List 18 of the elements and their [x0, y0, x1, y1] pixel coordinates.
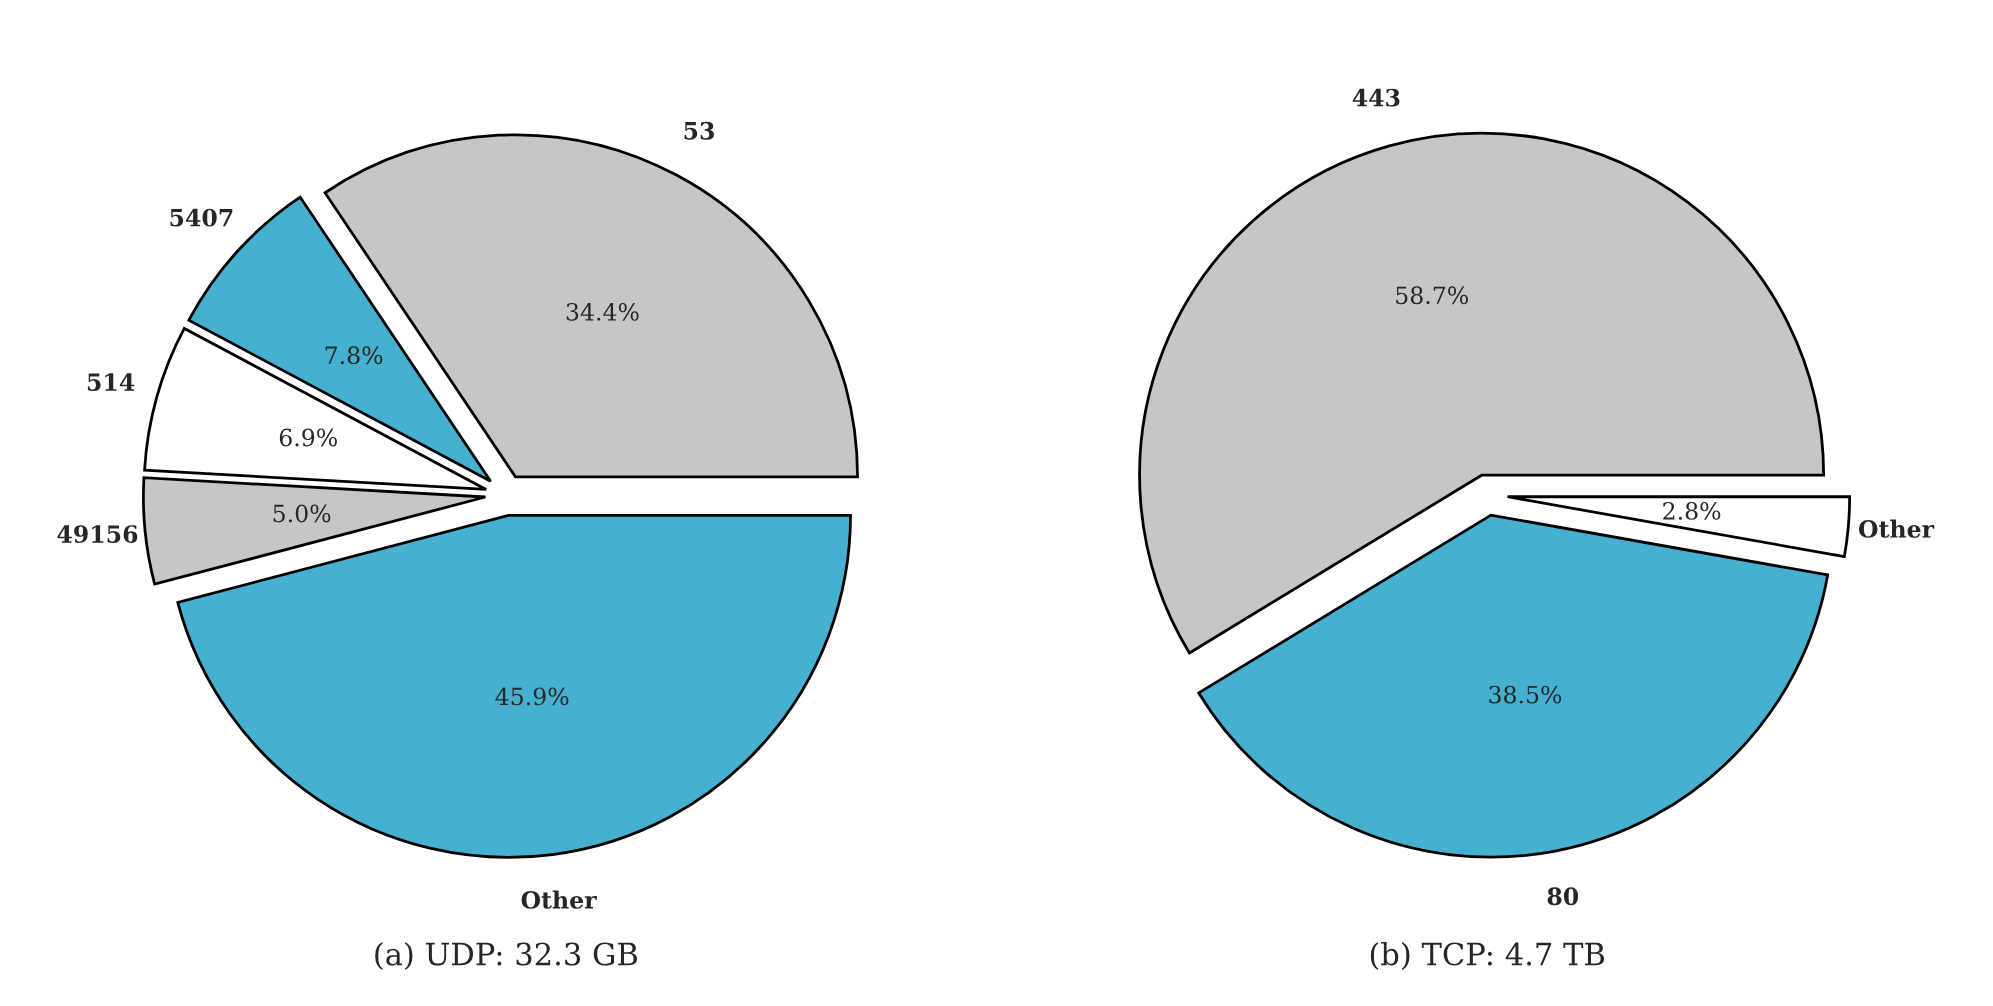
data-label: 34.4% [566, 302, 639, 321]
slice-label: 5407 [170, 208, 233, 227]
slice-label: Other [521, 890, 597, 909]
data-label: 6.9% [279, 428, 337, 447]
data-label: 7.8% [325, 346, 383, 365]
slice-label: 514 [87, 373, 135, 392]
data-label: 2.8% [1663, 501, 1721, 520]
slice-label: 80 [1547, 887, 1579, 906]
slice-label: 49156 [57, 525, 138, 543]
data-label: 58.7% [1396, 286, 1468, 305]
slice-label: 443 [1352, 88, 1400, 107]
data-label: 45.9% [495, 687, 569, 706]
data-label: 38.5% [1489, 685, 1562, 704]
data-label: 5.0% [273, 504, 331, 523]
slice-label: 53 [684, 121, 714, 140]
text: (b) TCP: 4.7 TB [1370, 941, 1605, 970]
slice-label: Other [1858, 519, 1935, 538]
text: (a) UDP: 32.3 GB [375, 941, 638, 970]
